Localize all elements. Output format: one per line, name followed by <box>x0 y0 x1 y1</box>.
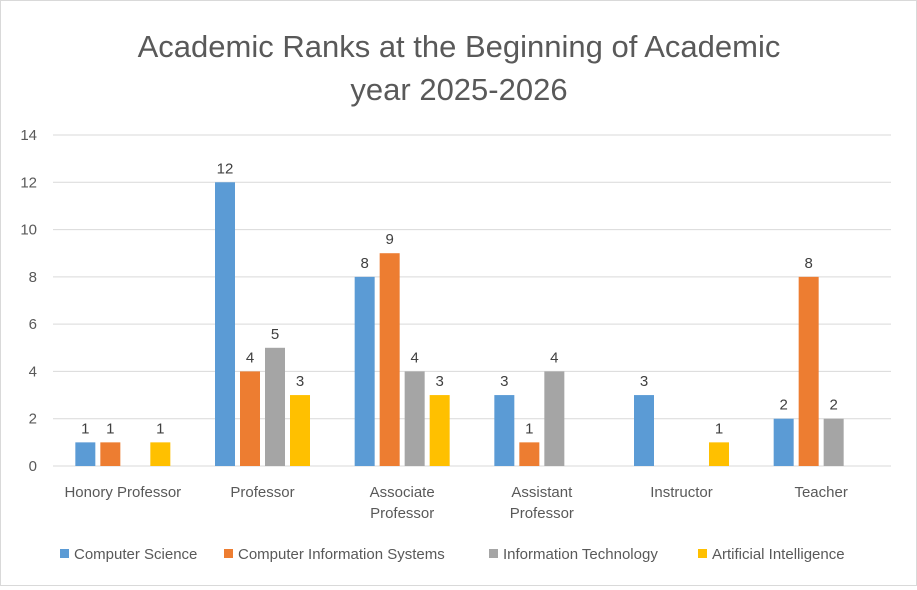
legend-label: Computer Information Systems <box>238 546 445 563</box>
y-tick-label: 8 <box>29 269 37 286</box>
data-label: 2 <box>829 397 837 414</box>
x-tick-label: Assistant <box>511 484 573 501</box>
y-tick-label: 14 <box>20 127 37 144</box>
bar-artificial-intelligence <box>429 395 450 466</box>
chart-title-line-1: Academic Ranks at the Beginning of Acade… <box>138 29 781 64</box>
x-tick-label: Teacher <box>794 484 847 501</box>
x-tick-label: Professor <box>370 505 434 522</box>
bar-computer-science <box>75 442 96 466</box>
x-tick-label: Associate <box>370 484 435 501</box>
legend-swatch <box>224 549 233 558</box>
data-label: 4 <box>410 349 418 366</box>
data-label: 1 <box>106 420 114 437</box>
data-label: 3 <box>296 373 304 390</box>
data-label: 3 <box>435 373 443 390</box>
x-tick-label: Honory Professor <box>64 484 181 501</box>
bar-computer-science <box>354 276 375 466</box>
bar-information-technology <box>544 371 565 466</box>
bar-computer-science <box>215 182 235 467</box>
legend-swatch <box>60 549 69 558</box>
legend-label: Computer Science <box>74 546 197 563</box>
bar-computer-information-systems <box>240 371 260 466</box>
x-tick-label: Instructor <box>650 484 713 501</box>
bar-information-technology <box>823 418 844 466</box>
data-label: 8 <box>804 255 812 272</box>
data-label: 3 <box>500 373 508 390</box>
legend-swatch <box>698 549 707 558</box>
bar-information-technology <box>404 371 425 466</box>
y-tick-label: 6 <box>29 316 37 333</box>
y-tick-label: 2 <box>29 411 37 428</box>
data-label: 3 <box>640 373 648 390</box>
x-tick-label: Professor <box>230 484 294 501</box>
data-label: 1 <box>81 420 89 437</box>
data-label: 4 <box>246 349 254 366</box>
bar-information-technology <box>265 347 285 466</box>
bar-computer-science <box>494 395 515 466</box>
bar-computer-information-systems <box>798 276 819 466</box>
bar-computer-information-systems <box>100 442 121 466</box>
bar-artificial-intelligence <box>150 442 171 466</box>
data-label: 4 <box>550 349 558 366</box>
x-tick-label: Professor <box>510 505 574 522</box>
bar-artificial-intelligence <box>709 442 729 466</box>
bar-computer-science <box>773 418 794 466</box>
data-label: 1 <box>156 420 164 437</box>
chart-title-line-2: year 2025-2026 <box>350 72 567 107</box>
data-label: 8 <box>360 255 368 272</box>
y-tick-label: 12 <box>20 174 37 191</box>
data-label: 12 <box>217 160 234 177</box>
data-label: 9 <box>385 231 393 248</box>
data-label: 1 <box>715 420 723 437</box>
bar-computer-science <box>634 395 654 466</box>
legend-label: Information Technology <box>503 546 658 563</box>
y-tick-label: 4 <box>29 363 37 380</box>
y-tick-label: 0 <box>29 458 37 475</box>
bar-computer-information-systems <box>379 253 400 466</box>
data-label: 5 <box>271 326 279 343</box>
legend-label: Artificial Intelligence <box>712 546 845 563</box>
data-label: 2 <box>779 397 787 414</box>
legend-swatch <box>489 549 498 558</box>
bar-artificial-intelligence <box>290 395 310 466</box>
data-label: 1 <box>525 420 533 437</box>
bar-computer-information-systems <box>519 442 540 466</box>
y-tick-label: 10 <box>20 222 37 239</box>
